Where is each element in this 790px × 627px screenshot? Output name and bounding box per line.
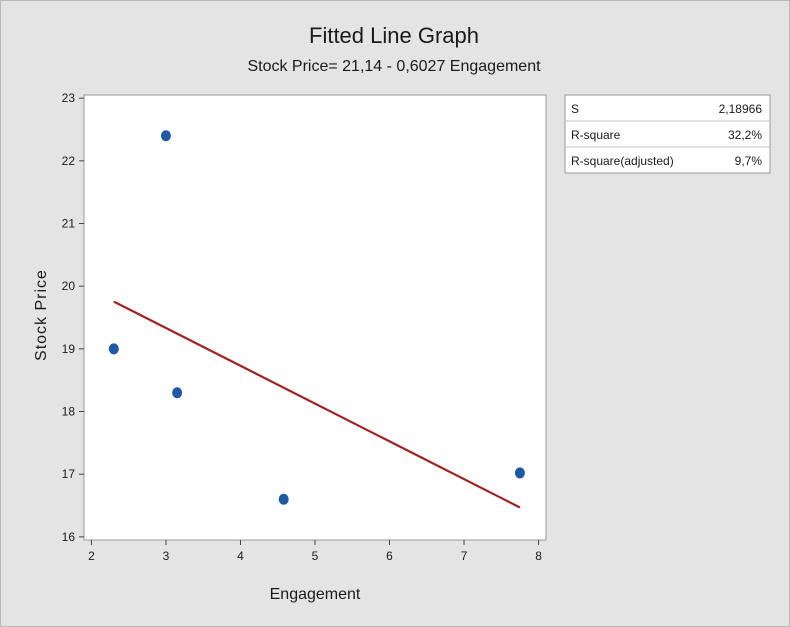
data-point — [108, 343, 119, 355]
y-tick-label: 16 — [62, 530, 76, 544]
stats-label-r-square: R-square — [571, 128, 621, 142]
x-tick-label: 4 — [237, 549, 244, 563]
y-tick-label: 18 — [62, 405, 76, 419]
x-axis-ticks: 2 3 4 5 6 7 8 — [88, 540, 542, 563]
y-tick-label: 23 — [62, 91, 76, 105]
fit-line-layer — [113, 300, 521, 509]
y-tick-label: 20 — [62, 279, 76, 293]
plot-area — [83, 94, 547, 541]
x-tick-label: 7 — [461, 549, 468, 563]
x-axis-label: Engagement — [270, 586, 361, 603]
x-tick-label: 2 — [88, 549, 95, 563]
data-point — [278, 493, 289, 505]
x-tick-label: 5 — [312, 549, 319, 563]
data-point — [172, 387, 183, 399]
x-tick-label: 6 — [386, 549, 393, 563]
stats-table-border — [564, 94, 771, 174]
stats-value-r-square-adjusted: 9,7% — [735, 154, 763, 168]
stats-label-s: S — [571, 102, 579, 116]
data-point — [160, 130, 171, 142]
data-point — [514, 467, 525, 479]
y-tick-label: 17 — [62, 467, 76, 481]
y-axis-ticks: 16 17 18 19 20 21 22 23 — [62, 91, 84, 544]
y-tick-label: 19 — [62, 342, 76, 356]
y-tick-label: 21 — [62, 216, 76, 230]
stats-value-r-square: 32,2% — [728, 128, 762, 142]
x-tick-label: 3 — [163, 549, 170, 563]
stats-table: S 2,18966 R-square 32,2% R-square(adjust… — [564, 94, 771, 174]
fit-line — [113, 300, 521, 509]
data-points-layer — [108, 130, 525, 505]
y-axis-label: Stock Price — [33, 269, 50, 361]
chart-subtitle: Stock Price= 21,14 - 0,6027 Engagement — [247, 58, 541, 75]
chart-title: Fitted Line Graph — [309, 23, 479, 48]
y-tick-label: 22 — [62, 154, 76, 168]
stats-label-r-square-adjusted: R-square(adjusted) — [571, 154, 674, 168]
stats-value-s: 2,18966 — [719, 102, 763, 116]
x-tick-label: 8 — [535, 549, 542, 563]
